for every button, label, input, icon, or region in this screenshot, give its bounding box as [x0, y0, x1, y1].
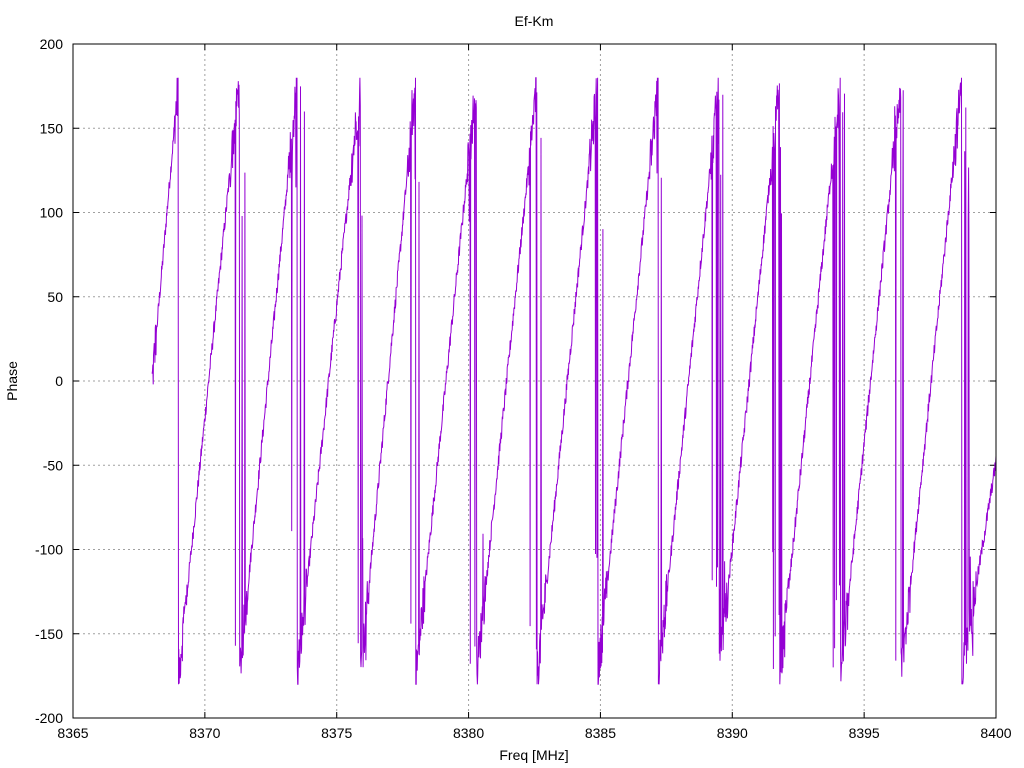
x-tick-label: 8365: [57, 725, 88, 741]
chart-title: Ef-Km: [515, 13, 554, 29]
y-tick-label: -100: [35, 542, 63, 558]
x-tick-label: 8380: [453, 725, 484, 741]
x-tick-label: 8390: [717, 725, 748, 741]
y-tick-label: -150: [35, 626, 63, 642]
x-tick-label: 8375: [321, 725, 352, 741]
y-tick-label: 200: [40, 36, 64, 52]
x-tick-labels: 8365 8370 8375 8380 8385 8390 8395 8400: [57, 725, 1011, 741]
x-tick-label: 8395: [849, 725, 880, 741]
series-group: [151, 77, 997, 685]
phase-series-line: [151, 77, 997, 685]
y-tick-label: -200: [35, 710, 63, 726]
plot-frame: [72, 43, 997, 719]
y-tick-label: 0: [55, 373, 63, 389]
x-tick-label: 8370: [189, 725, 220, 741]
grid: [73, 44, 996, 718]
y-tick-label: 100: [40, 205, 64, 221]
y-tick-label: 150: [40, 120, 64, 136]
y-tick-label: -50: [43, 457, 63, 473]
y-axis-label: Phase: [4, 361, 20, 401]
y-tick-label: 50: [47, 289, 63, 305]
x-axis-label: Freq [MHz]: [499, 747, 568, 763]
y-tick-labels: -200 -150 -100 -50 0 50 100 150 200: [35, 36, 63, 726]
x-tick-label: 8400: [980, 725, 1011, 741]
x-tick-label: 8385: [585, 725, 616, 741]
